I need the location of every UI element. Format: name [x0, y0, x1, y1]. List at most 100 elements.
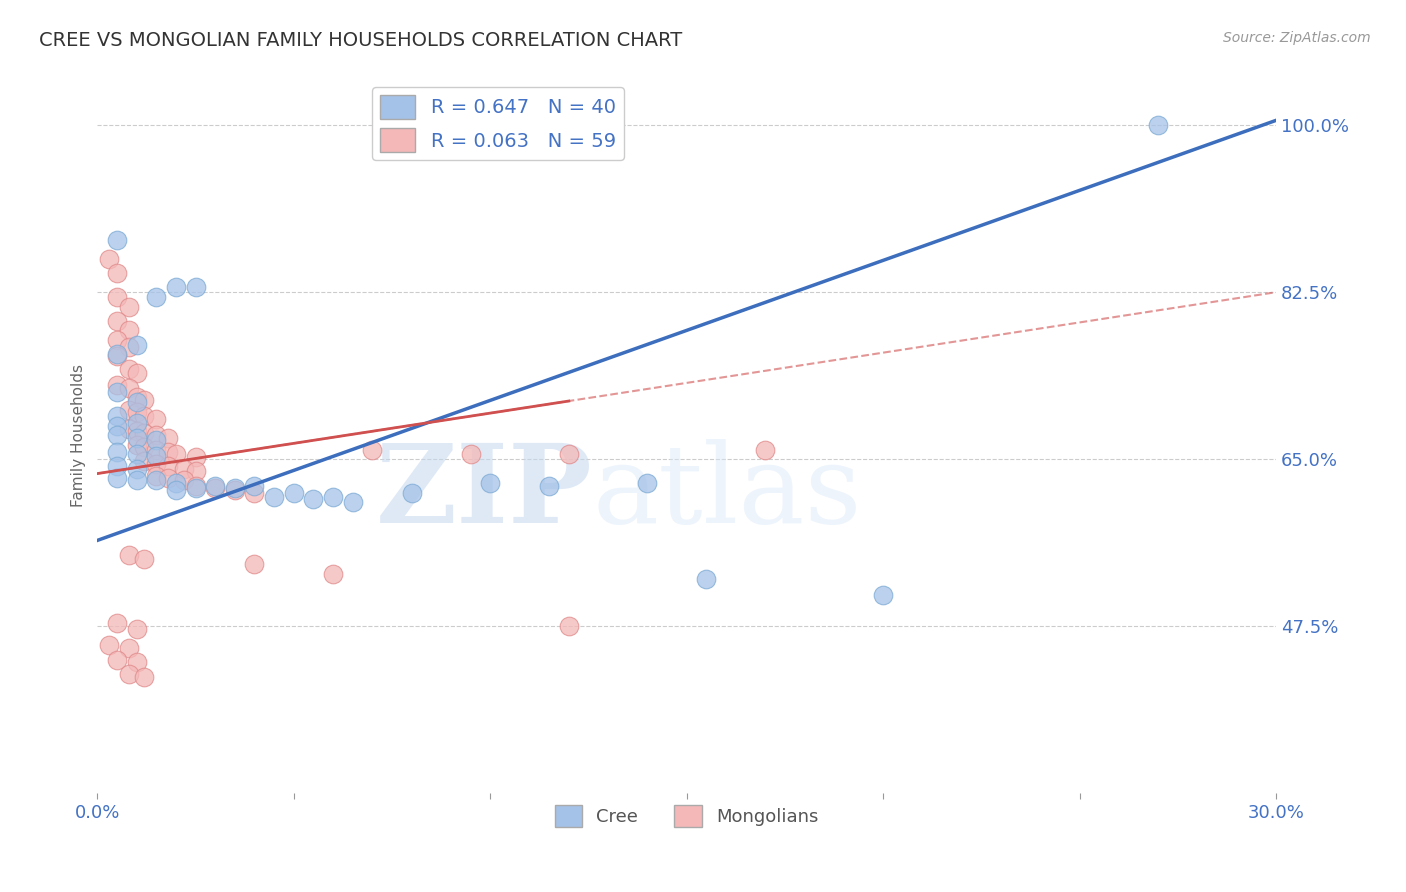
Point [125, 448, 148, 462]
Point [479, 476, 502, 491]
Point [754, 442, 776, 457]
Point [145, 469, 167, 483]
Point [118, 548, 141, 562]
Point [157, 431, 180, 445]
Point [872, 588, 894, 602]
Point [283, 485, 305, 500]
Point [165, 483, 187, 497]
Point [145, 290, 167, 304]
Point [184, 479, 207, 493]
Point [243, 479, 266, 493]
Point [125, 337, 148, 351]
Point [105, 471, 128, 485]
Point [105, 333, 128, 347]
Point [125, 473, 148, 487]
Point [134, 552, 156, 566]
Point [118, 641, 141, 656]
Point [134, 425, 156, 440]
Point [125, 431, 148, 445]
Point [125, 404, 148, 418]
Point [105, 377, 128, 392]
Point [184, 481, 207, 495]
Point [105, 266, 128, 280]
Point [125, 424, 148, 438]
Point [204, 481, 226, 495]
Point [98, 252, 121, 266]
Point [105, 385, 128, 400]
Point [134, 454, 156, 468]
Point [1147, 118, 1170, 132]
Point [125, 438, 148, 452]
Point [204, 479, 226, 493]
Point [118, 667, 141, 681]
Point [157, 458, 180, 473]
Point [224, 483, 246, 497]
Point [125, 395, 148, 409]
Legend: Cree, Mongolians: Cree, Mongolians [548, 798, 825, 834]
Point [243, 558, 266, 572]
Point [184, 450, 207, 465]
Point [134, 670, 156, 684]
Point [157, 471, 180, 485]
Point [401, 485, 423, 500]
Point [184, 464, 207, 478]
Point [636, 476, 658, 491]
Point [105, 653, 128, 667]
Text: Source: ZipAtlas.com: Source: ZipAtlas.com [1223, 31, 1371, 45]
Point [105, 428, 128, 442]
Point [460, 448, 482, 462]
Point [538, 479, 561, 493]
Point [145, 442, 167, 457]
Point [224, 481, 246, 495]
Point [558, 448, 581, 462]
Point [145, 433, 167, 447]
Point [695, 572, 717, 586]
Point [302, 492, 325, 507]
Point [145, 428, 167, 442]
Point [105, 616, 128, 631]
Point [134, 440, 156, 454]
Point [105, 290, 128, 304]
Point [145, 450, 167, 464]
Point [98, 639, 121, 653]
Point [173, 473, 195, 487]
Text: atlas: atlas [592, 439, 862, 546]
Point [322, 491, 344, 505]
Point [125, 462, 148, 476]
Point [105, 349, 128, 363]
Point [165, 476, 187, 491]
Point [125, 655, 148, 669]
Point [118, 361, 141, 376]
Point [125, 622, 148, 636]
Point [118, 422, 141, 436]
Point [105, 418, 128, 433]
Point [118, 323, 141, 337]
Point [118, 300, 141, 314]
Point [125, 390, 148, 404]
Point [134, 393, 156, 408]
Point [105, 409, 128, 424]
Point [165, 280, 187, 294]
Text: CREE VS MONGOLIAN FAMILY HOUSEHOLDS CORRELATION CHART: CREE VS MONGOLIAN FAMILY HOUSEHOLDS CORR… [39, 31, 683, 50]
Point [105, 458, 128, 473]
Point [342, 495, 364, 509]
Point [105, 444, 128, 458]
Point [105, 347, 128, 361]
Point [263, 491, 285, 505]
Point [125, 416, 148, 430]
Point [184, 280, 207, 294]
Y-axis label: Family Households: Family Households [72, 364, 86, 507]
Point [125, 367, 148, 381]
Point [243, 485, 266, 500]
Point [145, 412, 167, 426]
Point [165, 448, 187, 462]
Point [157, 444, 180, 458]
Point [322, 566, 344, 581]
Point [118, 340, 141, 354]
Point [361, 442, 384, 457]
Point [118, 381, 141, 395]
Point [558, 619, 581, 633]
Point [105, 233, 128, 247]
Point [145, 457, 167, 471]
Point [134, 409, 156, 424]
